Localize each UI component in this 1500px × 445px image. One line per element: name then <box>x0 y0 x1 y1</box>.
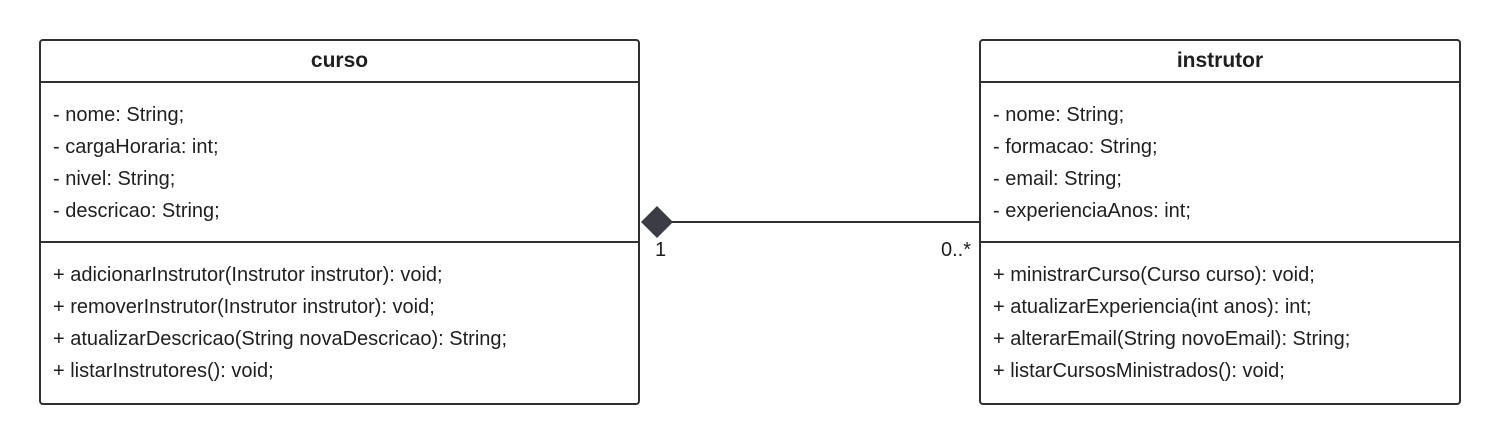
class-curso-title: curso <box>41 41 638 83</box>
class-instrutor-box: instrutor - nome: String; - formacao: St… <box>979 39 1461 405</box>
class-curso-operation-atualizar-descricao: + atualizarDescricao(String novaDescrica… <box>53 328 508 350</box>
class-instrutor-operations: + ministrarCurso(Curso curso): void; + a… <box>981 243 1459 403</box>
class-instrutor-operation-ministrar-curso: + ministrarCurso(Curso curso): void; <box>993 264 1315 286</box>
class-instrutor-attribute-email: - email: String; <box>993 168 1122 190</box>
class-instrutor-attribute-nome: - nome: String; <box>993 104 1125 126</box>
association-multiplicity-left: 1 <box>655 239 667 261</box>
class-curso-box: curso - nome: String; - cargaHoraria: in… <box>39 39 640 405</box>
class-curso-operation-remover-instrutor: + removerInstrutor(Instrutor instrutor):… <box>53 296 435 318</box>
class-curso-operation-adicionar-instrutor: + adicionarInstrutor(Instrutor instrutor… <box>53 264 443 286</box>
class-instrutor-attribute-formacao: - formacao: String; <box>993 136 1158 158</box>
class-instrutor-operation-alterar-email: + alterarEmail(String novoEmail): String… <box>993 328 1351 350</box>
class-curso-attribute-nome: - nome: String; <box>53 104 185 126</box>
composition-diamond-icon <box>641 206 673 238</box>
class-instrutor-attribute-experiencia-anos: - experienciaAnos: int; <box>993 200 1191 222</box>
class-instrutor-operation-atualizar-experiencia: + atualizarExperiencia(int anos): int; <box>993 296 1312 318</box>
class-curso-attributes: - nome: String; - cargaHoraria: int; - n… <box>41 83 638 243</box>
class-curso-operations: + adicionarInstrutor(Instrutor instrutor… <box>41 243 638 403</box>
class-instrutor-operation-listar-cursos-ministrados: + listarCursosMinistrados(): void; <box>993 360 1285 382</box>
class-curso-attribute-descricao: - descricao: String; <box>53 200 220 222</box>
class-curso-attribute-nivel: - nivel: String; <box>53 168 176 190</box>
class-instrutor-title: instrutor <box>981 41 1459 83</box>
association-multiplicity-right: 0..* <box>941 239 972 261</box>
class-curso-operation-listar-instrutores: + listarInstrutores(): void; <box>53 360 274 382</box>
class-instrutor-attributes: - nome: String; - formacao: String; - em… <box>981 83 1459 243</box>
class-curso-attribute-cargahoraria: - cargaHoraria: int; <box>53 136 219 158</box>
